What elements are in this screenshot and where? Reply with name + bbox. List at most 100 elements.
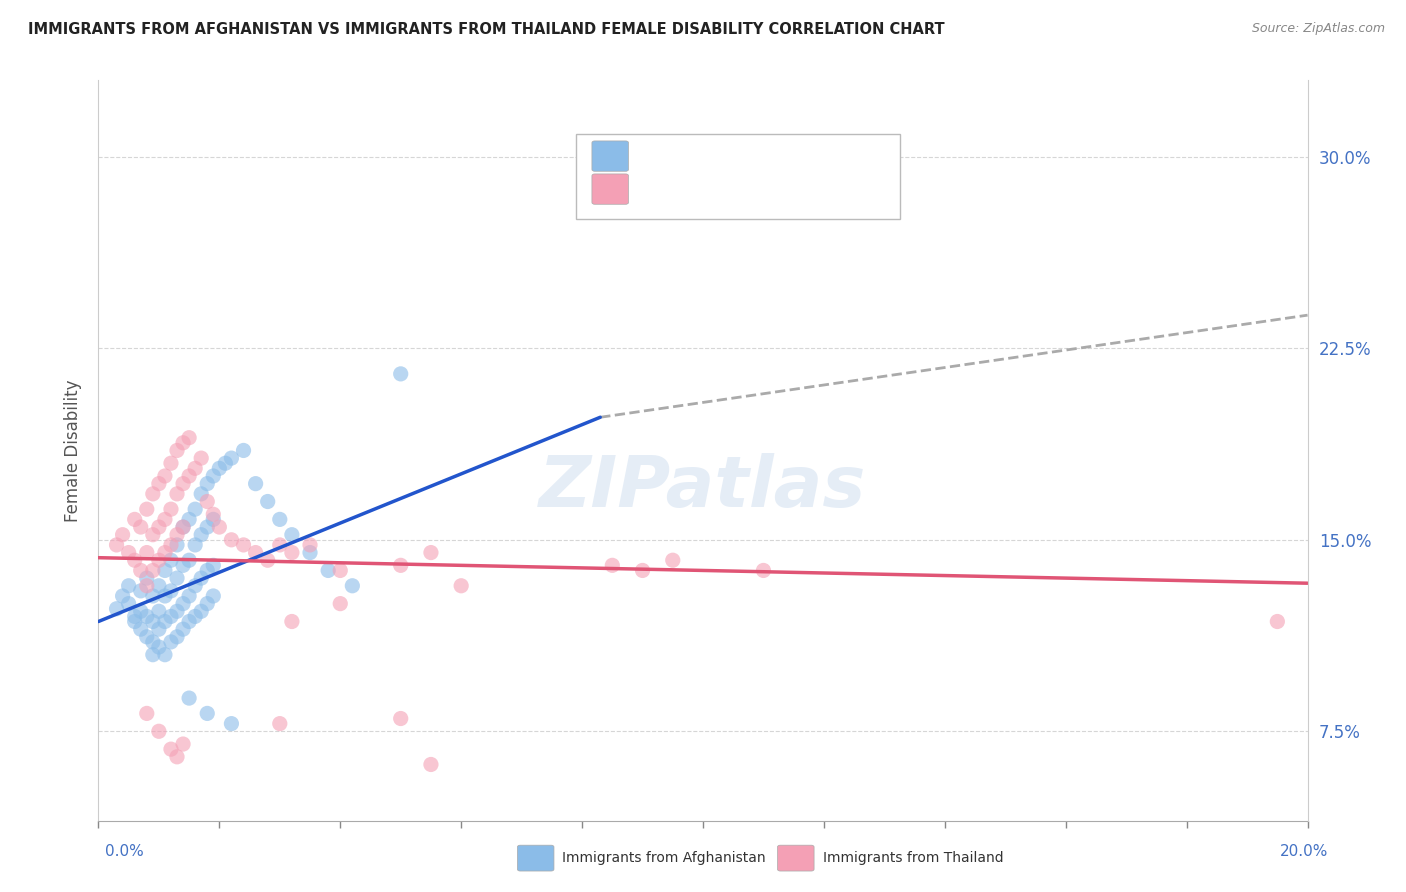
Text: N = 60: N = 60 xyxy=(766,182,824,196)
Point xyxy=(124,615,146,629)
Point xyxy=(160,583,183,598)
Point xyxy=(342,579,364,593)
Point xyxy=(166,443,188,458)
Text: IMMIGRANTS FROM AFGHANISTAN VS IMMIGRANTS FROM THAILAND FEMALE DISABILITY CORREL: IMMIGRANTS FROM AFGHANISTAN VS IMMIGRANT… xyxy=(28,22,945,37)
Text: -0.096: -0.096 xyxy=(679,182,734,196)
Point xyxy=(135,609,157,624)
Point xyxy=(148,622,170,636)
Point xyxy=(184,579,207,593)
Point xyxy=(179,691,201,706)
Text: Source: ZipAtlas.com: Source: ZipAtlas.com xyxy=(1251,22,1385,36)
Point xyxy=(208,461,231,475)
Point xyxy=(142,487,165,501)
Point xyxy=(142,564,165,578)
Point xyxy=(105,538,128,552)
Point xyxy=(129,622,152,636)
Point xyxy=(142,635,165,649)
Point xyxy=(179,469,201,483)
Point xyxy=(135,706,157,721)
Point xyxy=(179,615,201,629)
Point xyxy=(202,508,225,522)
Point xyxy=(172,435,194,450)
Point xyxy=(256,494,278,508)
Point xyxy=(166,630,188,644)
Point xyxy=(160,742,183,756)
Point xyxy=(105,601,128,615)
Point xyxy=(118,545,141,559)
Point xyxy=(389,367,412,381)
Point xyxy=(129,520,152,534)
Point xyxy=(129,604,152,618)
Point xyxy=(142,527,165,541)
Point xyxy=(190,487,212,501)
Point xyxy=(245,476,267,491)
Point xyxy=(148,724,170,739)
Point xyxy=(142,589,165,603)
Point xyxy=(420,545,443,559)
Point xyxy=(166,604,188,618)
Point xyxy=(184,609,207,624)
Point xyxy=(195,476,218,491)
Point xyxy=(135,502,157,516)
Text: ZIPatlas: ZIPatlas xyxy=(540,453,866,522)
Point xyxy=(420,757,443,772)
Text: 0.374: 0.374 xyxy=(686,149,734,163)
Point xyxy=(232,443,254,458)
Point xyxy=(153,648,176,662)
Text: 20.0%: 20.0% xyxy=(1281,845,1329,859)
Point xyxy=(450,579,472,593)
Point xyxy=(153,589,176,603)
Point xyxy=(118,597,141,611)
Point xyxy=(166,749,188,764)
Point xyxy=(221,451,243,466)
Point xyxy=(129,564,152,578)
Point xyxy=(153,512,176,526)
Point xyxy=(153,545,176,559)
Point xyxy=(221,533,243,547)
Point xyxy=(135,630,157,644)
Point xyxy=(269,512,291,526)
Point xyxy=(160,456,183,470)
Point xyxy=(166,571,188,585)
Point xyxy=(160,635,183,649)
Point xyxy=(172,520,194,534)
Text: N = 68: N = 68 xyxy=(766,149,824,163)
Point xyxy=(160,538,183,552)
Text: R =: R = xyxy=(637,149,665,163)
Point xyxy=(202,558,225,573)
Point xyxy=(166,527,188,541)
Point xyxy=(166,538,188,552)
Point xyxy=(269,538,291,552)
Point xyxy=(172,597,194,611)
Point xyxy=(148,640,170,654)
Point xyxy=(269,716,291,731)
Point xyxy=(602,558,624,573)
Point xyxy=(202,469,225,483)
Point xyxy=(184,502,207,516)
Point xyxy=(202,512,225,526)
Point xyxy=(135,571,157,585)
Point xyxy=(299,545,322,559)
Text: Immigrants from Thailand: Immigrants from Thailand xyxy=(823,851,1002,865)
Point xyxy=(190,451,212,466)
Point xyxy=(190,527,212,541)
Point xyxy=(299,538,322,552)
Point xyxy=(195,520,218,534)
Point xyxy=(190,604,212,618)
Point xyxy=(281,545,304,559)
Point xyxy=(142,615,165,629)
Point xyxy=(172,622,194,636)
Point xyxy=(160,502,183,516)
Point xyxy=(190,571,212,585)
Point xyxy=(172,476,194,491)
Point xyxy=(232,538,254,552)
Point xyxy=(195,564,218,578)
Point xyxy=(631,564,654,578)
Point xyxy=(111,589,134,603)
Point xyxy=(329,597,352,611)
Point xyxy=(153,469,176,483)
Point xyxy=(135,579,157,593)
Point xyxy=(124,609,146,624)
Point xyxy=(256,553,278,567)
Point xyxy=(111,527,134,541)
